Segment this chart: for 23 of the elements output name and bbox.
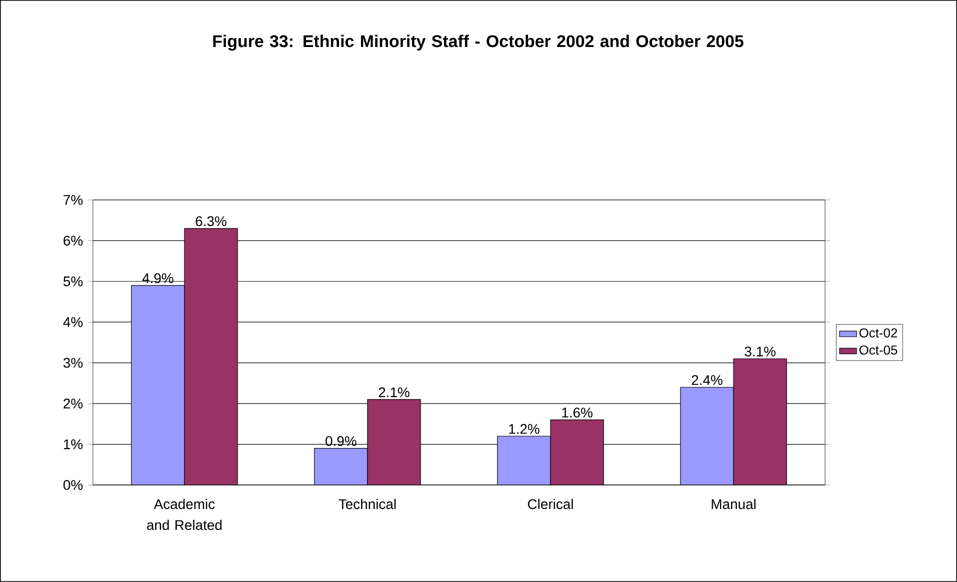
y-tick-label: 5% — [63, 276, 83, 286]
y-tick-label: 4% — [63, 317, 83, 328]
y-tick-label: 3% — [63, 358, 83, 368]
y-tick-label: 2% — [64, 398, 83, 408]
data-label: 1.6% — [562, 408, 592, 418]
data-label: 4.9% — [142, 273, 174, 284]
legend-label: Oct-02 — [859, 328, 898, 338]
x-tick-label: Academic and Related — [147, 498, 222, 530]
x-tick-label: Manual — [712, 498, 756, 510]
y-tick-label: 7% — [64, 195, 83, 205]
y-tick-label: 6% — [64, 236, 83, 246]
x-tick-label: Technical — [338, 498, 396, 510]
y-tick-label: 1% — [64, 439, 83, 450]
data-label: 1.2% — [509, 424, 540, 434]
data-label: 0.9% — [326, 436, 356, 446]
x-tick-label: Clerical — [528, 498, 573, 510]
chart-title: Figure 33: Ethnic Minority Staff - October 2002 and October 2005 — [213, 34, 744, 51]
data-label: 3.1% — [744, 346, 776, 357]
data-label: 6.3% — [196, 216, 226, 226]
data-label: 2.4% — [692, 375, 722, 385]
data-label: 2.1% — [378, 387, 410, 398]
legend-label: Oct-05 — [859, 345, 898, 355]
y-tick-label: 0% — [63, 480, 83, 490]
